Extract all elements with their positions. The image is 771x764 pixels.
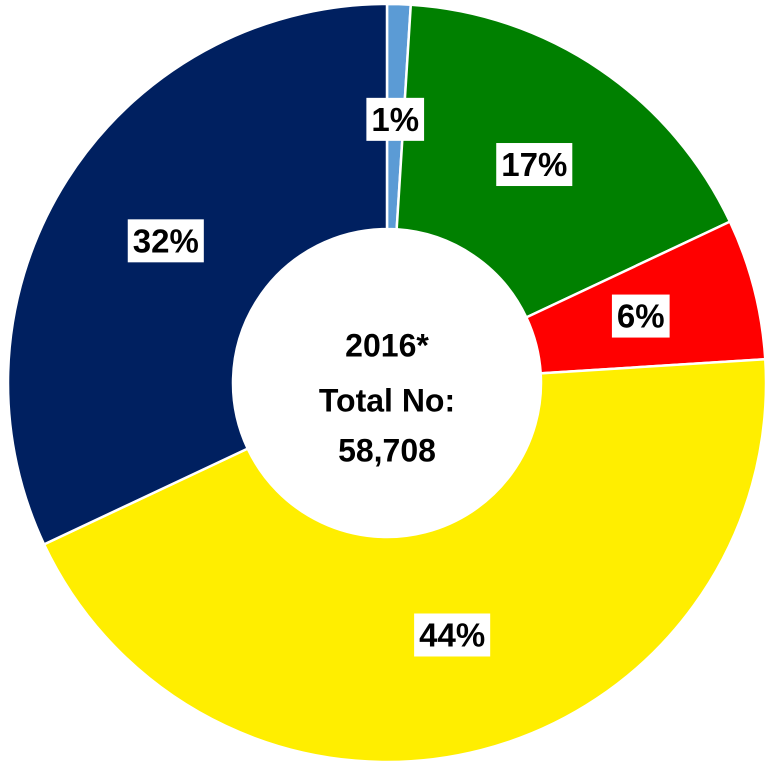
slice-label: 17% (501, 146, 567, 183)
slice-label: 1% (371, 101, 419, 138)
slice-label: 44% (419, 616, 485, 653)
page: {"chart_data": {"type": "donut", "center… (0, 0, 771, 764)
chart: 1% 17% 6% 44% 32% 2016* Total No: 58,708 (0, 0, 771, 764)
center-label: 2016* (345, 327, 429, 363)
center-label: Total No: (319, 382, 455, 418)
slice-label: 6% (617, 298, 665, 335)
center-label: 58,708 (338, 432, 436, 468)
slice-label: 32% (133, 222, 199, 259)
donut-slice (8, 4, 387, 544)
